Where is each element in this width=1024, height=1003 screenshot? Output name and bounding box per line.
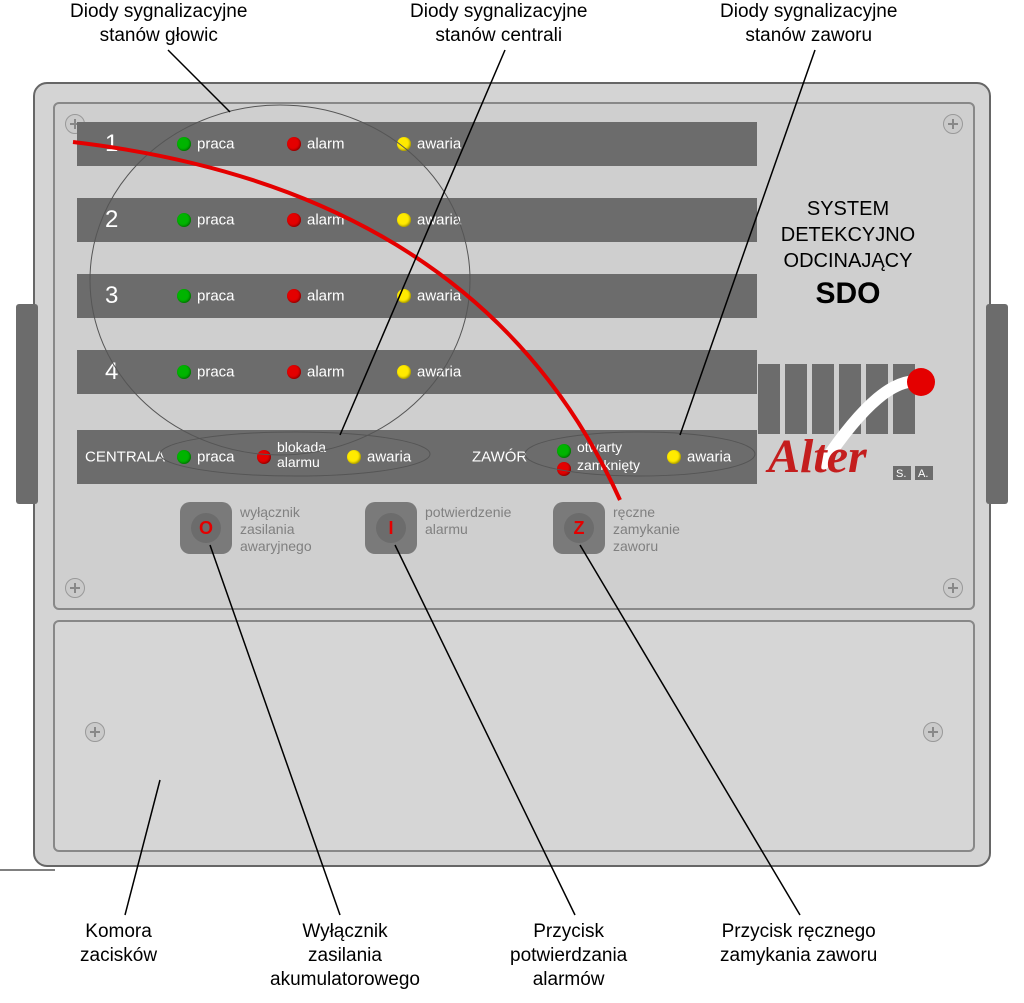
side-tab-left — [16, 304, 38, 504]
device-enclosure: 1 praca alarm awaria 2 praca alarm awaria 3 praca… — [33, 82, 991, 867]
led-label: awaria — [687, 449, 731, 466]
led-label: praca — [197, 288, 235, 305]
status-row: CENTRALA praca blokada alarmu awaria ZAW… — [77, 430, 757, 484]
screw-icon — [85, 722, 105, 742]
brand-logo: Alter S. A. — [753, 354, 943, 494]
led-label: awaria — [417, 288, 461, 305]
button-close-valve[interactable]: Z — [553, 502, 605, 554]
led-centrala-awaria — [347, 450, 361, 464]
button-letter: Z — [564, 513, 594, 543]
button-label-z: ręczne zamykanie zaworu — [613, 504, 680, 554]
button-letter: I — [376, 513, 406, 543]
led-label: praca — [197, 212, 235, 229]
led-awaria — [397, 213, 411, 227]
annot-power: Wyłącznik zasilania akumulatorowego — [270, 920, 420, 991]
led-awaria — [397, 289, 411, 303]
button-label-i: potwierdzenie alarmu — [425, 504, 511, 538]
led-praca — [177, 213, 191, 227]
button-confirm-alarm[interactable]: I — [365, 502, 417, 554]
zawor-label: ZAWÓR — [472, 449, 527, 466]
led-centrala-blokada — [257, 450, 271, 464]
annot-central: Diody sygnalizacyjne stanów centrali — [410, 0, 587, 48]
led-praca — [177, 137, 191, 151]
led-row-2: 2 praca alarm awaria — [77, 198, 757, 242]
led-alarm — [287, 365, 301, 379]
annot-valve: Diody sygnalizacyjne stanów zaworu — [720, 0, 897, 48]
side-tab-right — [986, 304, 1008, 504]
led-label: alarm — [307, 288, 345, 305]
button-label-o: wyłącznik zasilania awaryjnego — [240, 504, 312, 554]
annot-confirm: Przycisk potwierdzania alarmów — [510, 920, 627, 991]
led-praca — [177, 365, 191, 379]
centrala-label: CENTRALA — [85, 449, 165, 466]
led-label: praca — [197, 136, 235, 153]
screw-icon — [943, 114, 963, 134]
led-awaria — [397, 137, 411, 151]
led-label: awaria — [417, 212, 461, 229]
led-label: praca — [197, 364, 235, 381]
upper-panel: 1 praca alarm awaria 2 praca alarm awaria 3 praca… — [53, 102, 975, 610]
row-number: 3 — [105, 282, 118, 310]
svg-text:A.: A. — [918, 468, 928, 480]
row-number: 1 — [105, 130, 118, 158]
led-awaria — [397, 365, 411, 379]
screw-icon — [943, 578, 963, 598]
button-power-off[interactable]: O — [180, 502, 232, 554]
led-alarm — [287, 213, 301, 227]
led-row-4: 4 praca alarm awaria — [77, 350, 757, 394]
led-label: awaria — [417, 136, 461, 153]
led-label: blokada alarmu — [277, 440, 326, 471]
annot-clamp: Komora zacisków — [80, 920, 157, 968]
led-label: zamknięty — [577, 458, 640, 473]
screw-icon — [65, 578, 85, 598]
led-label: awaria — [367, 449, 411, 466]
led-row-3: 3 praca alarm awaria — [77, 274, 757, 318]
led-label: alarm — [307, 136, 345, 153]
brand-title: SYSTEM DETEKCYJNO ODCINAJĄCY SDO — [753, 196, 943, 313]
led-label: alarm — [307, 212, 345, 229]
led-zawor-otwarty — [557, 444, 571, 458]
svg-text:S.: S. — [896, 468, 906, 480]
row-number: 2 — [105, 206, 118, 234]
led-alarm — [287, 137, 301, 151]
led-centrala-praca — [177, 450, 191, 464]
led-label: otwarty — [577, 440, 622, 455]
annot-heads: Diody sygnalizacyjne stanów głowic — [70, 0, 247, 48]
led-zawor-zamkniety — [557, 462, 571, 476]
screw-icon — [923, 722, 943, 742]
led-zawor-awaria — [667, 450, 681, 464]
annot-valve-close: Przycisk ręcznego zamykania zaworu — [720, 920, 877, 968]
led-row-1: 1 praca alarm awaria — [77, 122, 757, 166]
led-label: awaria — [417, 364, 461, 381]
led-alarm — [287, 289, 301, 303]
lower-panel — [53, 620, 975, 852]
led-label: praca — [197, 449, 235, 466]
led-label: alarm — [307, 364, 345, 381]
led-praca — [177, 289, 191, 303]
logo-text: Alter — [765, 430, 868, 483]
row-number: 4 — [105, 358, 118, 386]
button-letter: O — [191, 513, 221, 543]
